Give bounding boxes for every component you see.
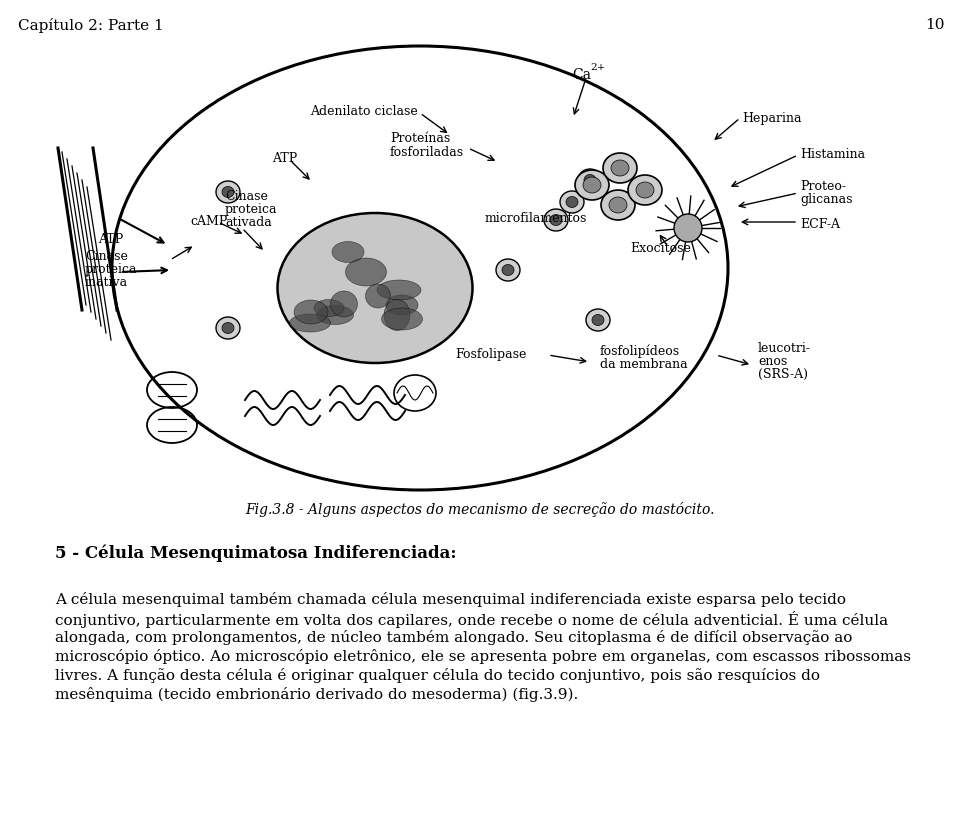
Ellipse shape <box>586 309 610 331</box>
Text: (SRS-A): (SRS-A) <box>758 368 808 381</box>
Text: 10: 10 <box>925 18 945 32</box>
Text: da membrana: da membrana <box>600 358 687 371</box>
Text: conjuntivo, particularmente em volta dos capilares, onde recebe o nome de célula: conjuntivo, particularmente em volta dos… <box>55 611 888 628</box>
Ellipse shape <box>332 241 364 263</box>
Ellipse shape <box>314 299 344 316</box>
Text: ATP: ATP <box>272 152 298 165</box>
Text: ECF-A: ECF-A <box>800 218 840 231</box>
Ellipse shape <box>277 213 472 363</box>
Ellipse shape <box>381 308 422 330</box>
Ellipse shape <box>502 264 514 276</box>
Text: microscópio óptico. Ao microscópio eletrônico, ele se apresenta pobre em organel: microscópio óptico. Ao microscópio eletr… <box>55 649 911 664</box>
Text: livres. A função desta célula é originar qualquer célula do tecido conjuntivo, p: livres. A função desta célula é originar… <box>55 668 820 683</box>
Ellipse shape <box>674 214 702 242</box>
Ellipse shape <box>294 300 328 324</box>
Ellipse shape <box>583 177 601 193</box>
Text: Cinase: Cinase <box>225 190 268 203</box>
Ellipse shape <box>609 197 627 213</box>
Text: fosfolipídeos: fosfolipídeos <box>600 345 680 359</box>
Ellipse shape <box>330 291 357 317</box>
Ellipse shape <box>222 323 234 333</box>
Text: Proteínas: Proteínas <box>390 132 450 145</box>
Ellipse shape <box>592 315 604 325</box>
Text: Ca: Ca <box>572 68 591 82</box>
Ellipse shape <box>290 314 330 332</box>
Ellipse shape <box>346 258 387 286</box>
Text: glicanas: glicanas <box>800 193 852 206</box>
Text: Fig.3.8 - Alguns aspectos do mecanismo de secreção do mastócito.: Fig.3.8 - Alguns aspectos do mecanismo d… <box>245 502 715 517</box>
Ellipse shape <box>560 191 584 213</box>
Text: Fosfolipase: Fosfolipase <box>455 348 526 361</box>
Text: Histamina: Histamina <box>800 148 865 161</box>
Ellipse shape <box>496 259 520 281</box>
Text: Heparina: Heparina <box>742 112 802 125</box>
Ellipse shape <box>216 317 240 339</box>
Ellipse shape <box>636 182 654 198</box>
Text: leucotri-: leucotri- <box>758 342 811 355</box>
Ellipse shape <box>386 295 418 315</box>
Text: ATP: ATP <box>98 233 123 246</box>
Ellipse shape <box>317 306 353 324</box>
Text: proteica: proteica <box>85 263 137 276</box>
Text: enos: enos <box>758 355 787 368</box>
Text: Capítulo 2: Parte 1: Capítulo 2: Parte 1 <box>18 18 164 33</box>
Ellipse shape <box>603 153 637 183</box>
Ellipse shape <box>222 186 234 198</box>
Ellipse shape <box>575 170 609 200</box>
Text: cAMP: cAMP <box>190 215 228 228</box>
Text: inativa: inativa <box>85 276 128 289</box>
Text: A célula mesenquimal também chamada célula mesenquimal indiferenciada existe esp: A célula mesenquimal também chamada célu… <box>55 592 846 607</box>
Text: Exocitose: Exocitose <box>630 242 691 255</box>
Ellipse shape <box>584 175 596 185</box>
Text: mesênquima (tecido embrionário derivado do mesoderma) (fig.3.9).: mesênquima (tecido embrionário derivado … <box>55 687 578 702</box>
Ellipse shape <box>628 175 662 205</box>
Text: Adenilato ciclase: Adenilato ciclase <box>310 105 418 118</box>
Ellipse shape <box>366 284 391 308</box>
Text: 5 - Célula Mesenquimatosa Indiferenciada:: 5 - Célula Mesenquimatosa Indiferenciada… <box>55 545 457 563</box>
Ellipse shape <box>566 197 578 207</box>
Ellipse shape <box>550 215 562 225</box>
Ellipse shape <box>601 190 635 220</box>
Ellipse shape <box>216 181 240 203</box>
Text: proteica: proteica <box>225 203 277 216</box>
Ellipse shape <box>611 160 629 176</box>
Ellipse shape <box>377 280 421 300</box>
Ellipse shape <box>578 169 602 191</box>
Text: Proteo-: Proteo- <box>800 180 846 193</box>
Ellipse shape <box>384 299 410 331</box>
Text: 2+: 2+ <box>590 63 606 72</box>
Text: alongada, com prolongamentos, de núcleo também alongado. Seu citoplasma é de dif: alongada, com prolongamentos, de núcleo … <box>55 630 852 645</box>
Text: ativada: ativada <box>225 216 272 229</box>
Text: microfilamentos: microfilamentos <box>485 212 588 225</box>
Text: fosforiladas: fosforiladas <box>390 146 464 159</box>
Text: Cinase: Cinase <box>85 250 128 263</box>
Ellipse shape <box>544 209 568 231</box>
